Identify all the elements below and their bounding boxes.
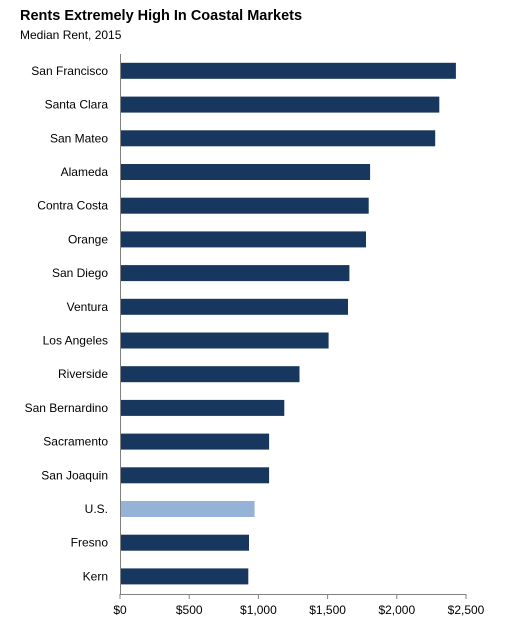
bar-san-mateo	[121, 130, 436, 147]
bar-u-s	[121, 501, 255, 517]
x-tick-label: $1,500	[309, 603, 346, 617]
bar-alameda	[121, 164, 371, 180]
category-label: San Bernardino	[25, 401, 109, 415]
bar-orange	[121, 231, 366, 248]
x-tick-label: $0	[113, 603, 127, 617]
bar-san-francisco	[121, 62, 456, 79]
category-label: Santa Clara	[45, 98, 109, 112]
category-label: Riverside	[58, 367, 108, 381]
category-label: U.S.	[85, 502, 108, 516]
category-label: Los Angeles	[43, 334, 108, 348]
category-label: San Mateo	[50, 131, 108, 145]
bar-ventura	[121, 298, 348, 315]
category-label: Contra Costa	[37, 199, 108, 213]
bar-kern	[121, 568, 249, 585]
x-tick-label: $2,000	[378, 603, 415, 617]
bar-sacramento	[121, 433, 270, 450]
category-label: Ventura	[67, 300, 109, 314]
bar-san-joaquin	[121, 467, 270, 484]
x-tick-label: $1,000	[240, 603, 277, 617]
category-label: Fresno	[71, 536, 109, 550]
bar-contra-costa	[121, 197, 369, 214]
chart-title: Rents Extremely High In Coastal Markets	[20, 8, 303, 24]
bar-los-angeles	[121, 332, 329, 349]
x-tick-label: $2,500	[448, 603, 485, 617]
bar-san-diego	[121, 265, 350, 282]
category-label: Sacramento	[43, 435, 108, 449]
chart-subtitle: Median Rent, 2015	[20, 28, 122, 42]
x-tick-label: $500	[176, 603, 203, 617]
category-label: San Diego	[52, 266, 108, 280]
bar-riverside	[121, 366, 300, 383]
category-label: Alameda	[61, 165, 109, 179]
category-label: Kern	[83, 569, 108, 583]
bar-fresno	[121, 534, 249, 551]
category-label: Orange	[68, 232, 108, 246]
bar-san-bernardino	[121, 399, 285, 416]
category-label: San Joaquin	[41, 468, 108, 482]
category-label: San Francisco	[31, 64, 108, 78]
bar-santa-clara	[121, 96, 440, 113]
